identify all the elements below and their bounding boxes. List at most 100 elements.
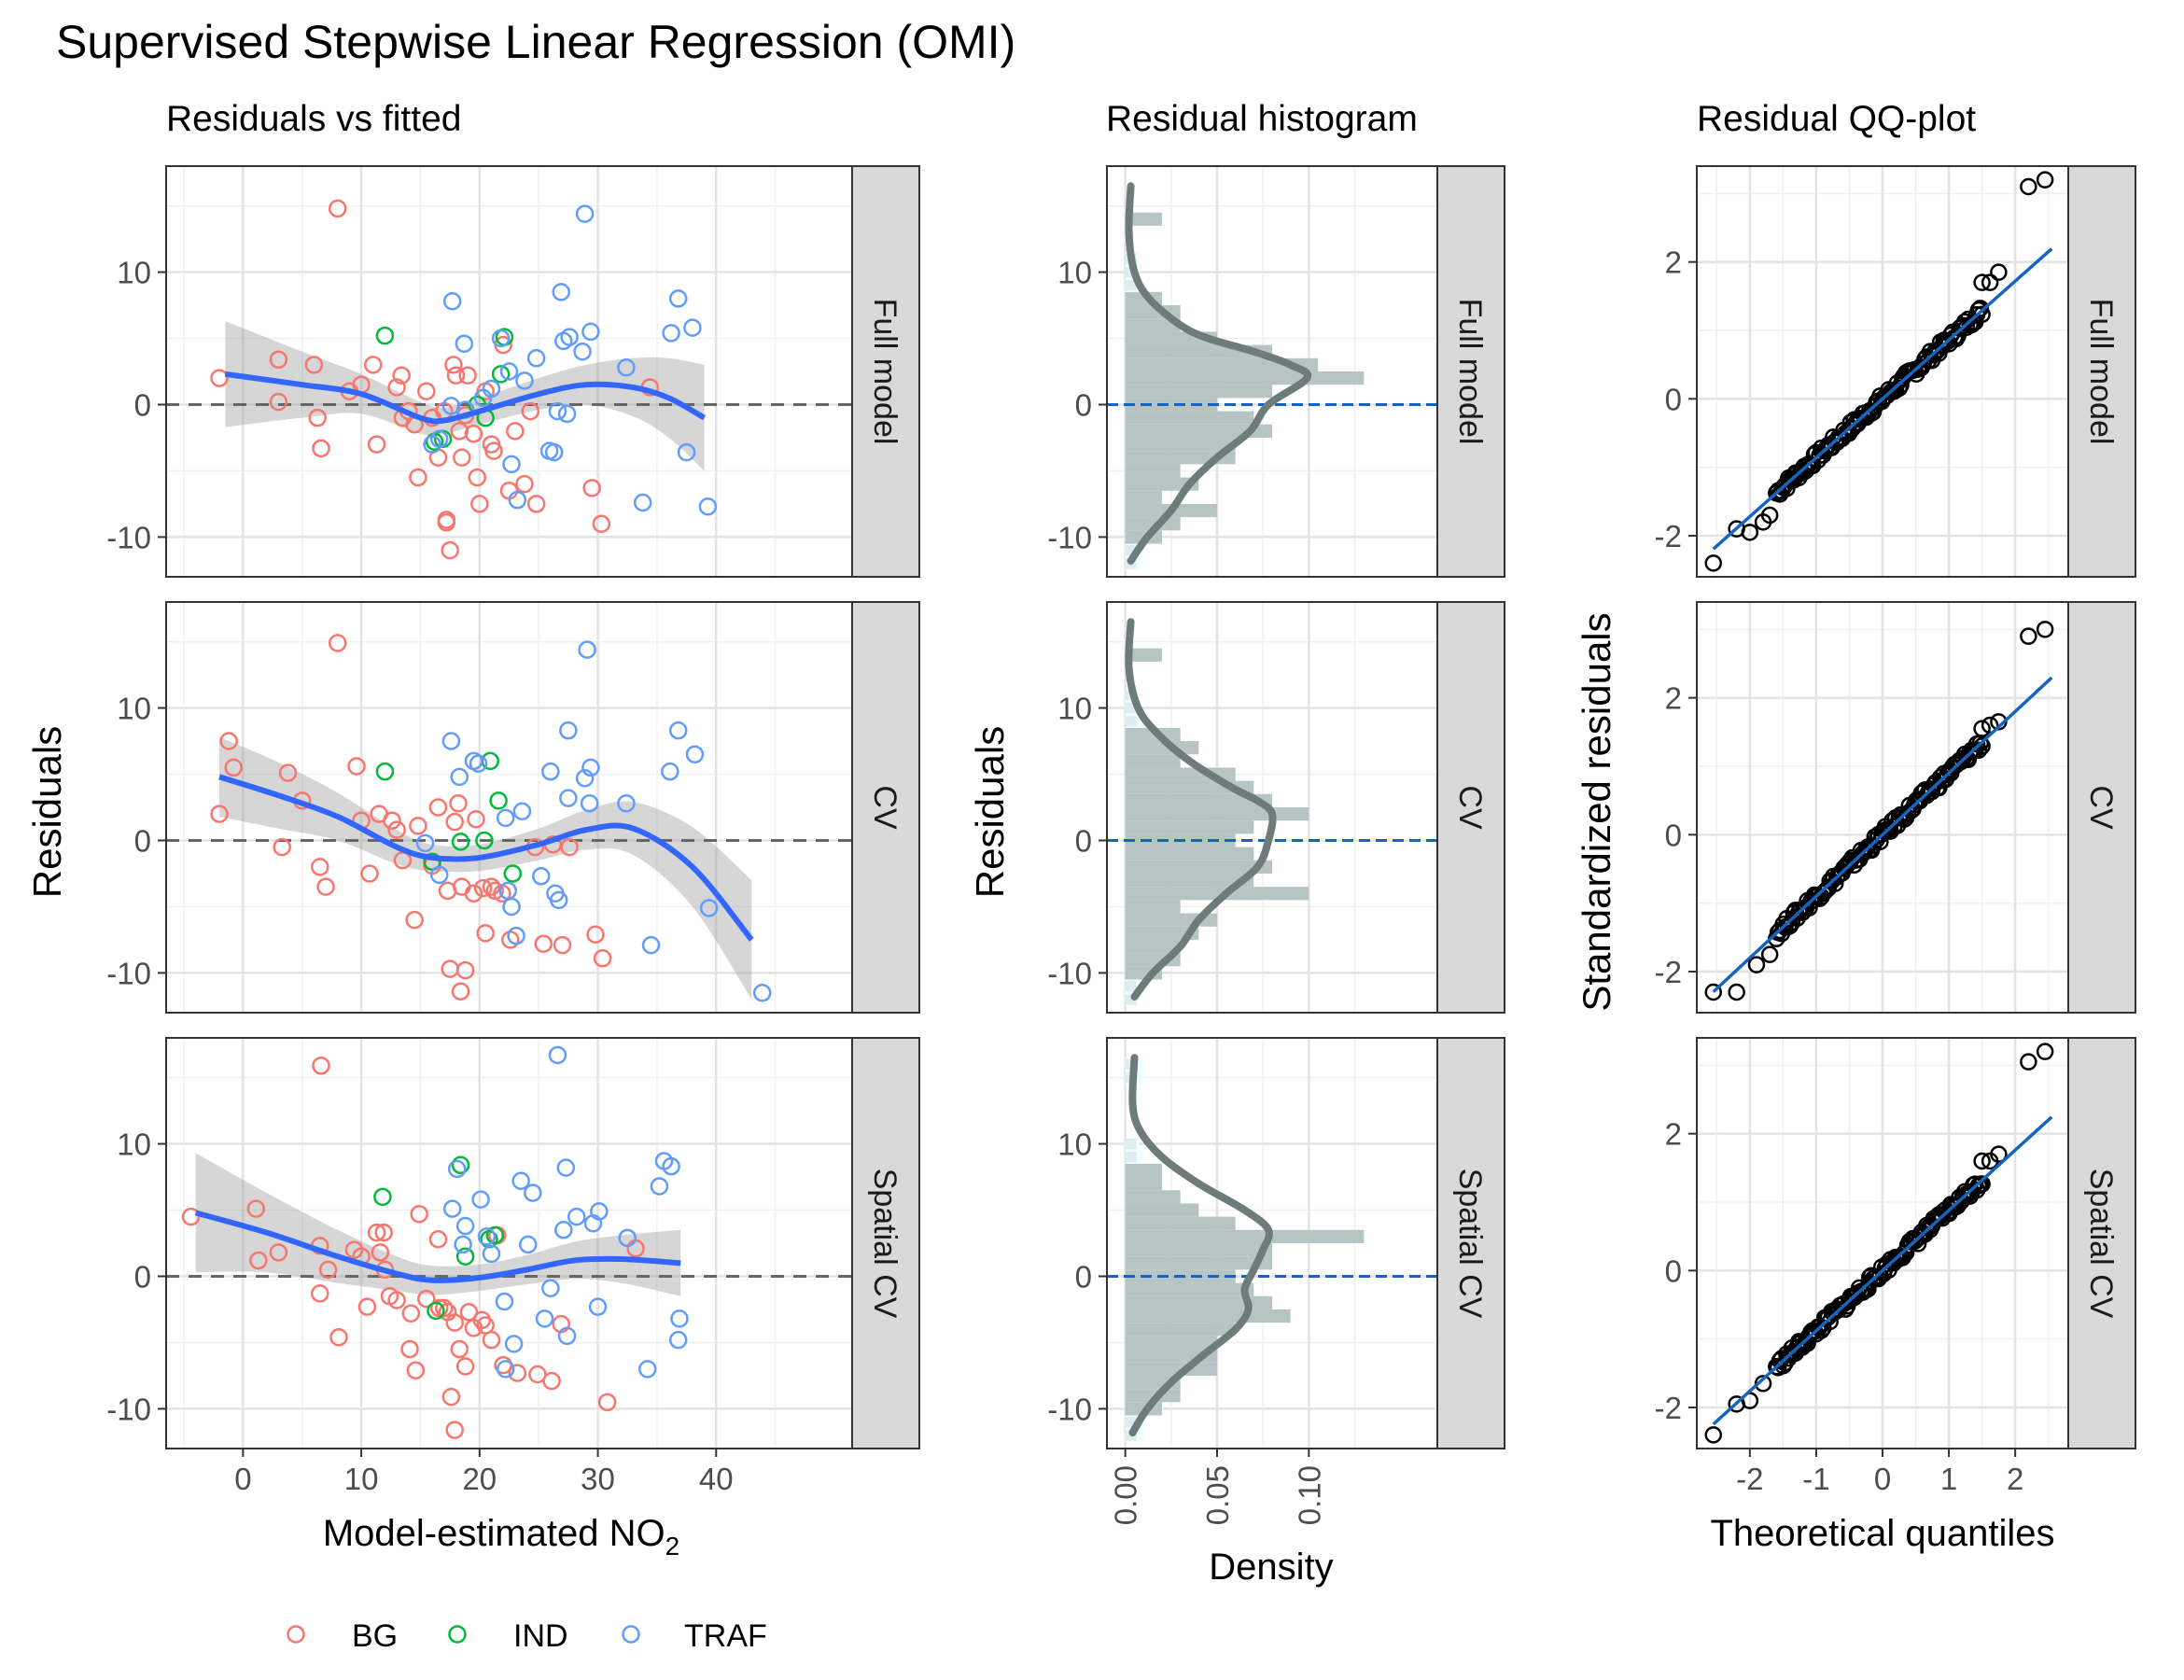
resid-point-bg — [458, 366, 477, 385]
resid-point-bg — [455, 960, 475, 980]
hist-bar — [1125, 820, 1254, 834]
resid-point-traf — [415, 833, 435, 853]
resid-point-bg — [459, 1303, 479, 1322]
resid-point-bg — [468, 468, 487, 487]
hist-bar-edge — [1125, 861, 1137, 873]
resid-x-tick-label: 30 — [581, 1462, 615, 1496]
resid-point-bg — [428, 1229, 448, 1249]
resid-point-bg — [453, 448, 471, 468]
hist-bar-edge — [1125, 1204, 1137, 1216]
hist-bar-edge — [1125, 1138, 1137, 1150]
resid-point-bg — [451, 982, 470, 1001]
resid-point-traf — [578, 640, 596, 659]
resid-point-bg — [367, 435, 386, 454]
resid-x-label: Model-estimated NO2 — [323, 1513, 679, 1561]
hist-bar — [1125, 1177, 1162, 1191]
resid-point-bg — [387, 378, 406, 397]
hist-bar-edge — [1125, 768, 1137, 780]
hist-bar-edge — [1125, 280, 1137, 291]
resid-point-bg — [367, 1223, 386, 1242]
resid-point-traf — [698, 497, 718, 516]
resid-point-traf — [524, 1183, 542, 1202]
qq-point — [1981, 716, 1999, 735]
hist-bar-edge — [1125, 544, 1137, 556]
hist-bar — [1125, 939, 1181, 954]
hist-y-tick-label: -10 — [1047, 1392, 1092, 1426]
hist-bar — [1125, 357, 1319, 371]
resid-y-tick-label: 10 — [117, 256, 151, 290]
resid-point-ind — [375, 326, 395, 345]
resid-point-traf — [496, 1360, 515, 1379]
hist-panel-border — [1106, 601, 1438, 1014]
resid-point-traf — [677, 442, 696, 462]
resid-point-bg — [467, 810, 485, 829]
resid-point-traf — [581, 758, 600, 777]
hist-bar-edge — [1125, 346, 1137, 357]
resid-facet-label: CV — [867, 785, 903, 830]
resid-point-bg — [441, 540, 459, 560]
qq-panel-title: Residual QQ-plot — [1697, 99, 1976, 139]
qq-facet-2: 2 0 -2 -2 -1 0 1 2 Spatial CV — [1655, 1037, 2136, 1496]
qq-point — [1990, 263, 2008, 281]
resid-point-traf — [482, 379, 501, 399]
hist-bar-edge — [1125, 782, 1137, 793]
resid-point-bg — [387, 820, 406, 839]
resid-point-traf — [471, 1190, 490, 1209]
hist-bar-edge — [1125, 518, 1137, 529]
resid-plot-content — [166, 634, 852, 1002]
resid-x-label-sub: 2 — [665, 1532, 680, 1561]
resid-facet-strip — [851, 601, 920, 1014]
resid-panel-title: Residuals vs fitted — [166, 99, 461, 139]
resid-point-bg — [181, 1207, 201, 1226]
hist-bar — [1125, 1295, 1272, 1309]
hist-bar — [1125, 385, 1272, 399]
hist-bar — [1125, 900, 1181, 914]
resid-point-traf — [512, 802, 532, 821]
resid-point-bg — [329, 1328, 348, 1347]
resid-point-bg — [409, 468, 427, 487]
resid-point-traf — [650, 1177, 669, 1196]
qq-plot-content — [1704, 171, 2054, 572]
hist-y-tick-label: -10 — [1047, 520, 1092, 554]
resid-point-traf — [559, 789, 578, 807]
resid-point-traf — [495, 1292, 514, 1311]
qq-point — [1728, 983, 1745, 1001]
qq-point — [1973, 305, 1991, 324]
resid-point-traf — [499, 362, 519, 381]
resid-point-traf — [519, 1235, 538, 1254]
hist-bar-edge — [1125, 1165, 1137, 1176]
resid-point-traf — [573, 342, 592, 361]
resid-y-tick-label: 0 — [134, 387, 151, 422]
qq-y-label: Standardized residuals — [1575, 612, 1618, 1011]
qq-point — [1805, 1323, 1824, 1340]
hist-bar — [1125, 1323, 1236, 1337]
qq-reference-line — [1712, 247, 2053, 551]
resid-point-ind — [451, 1155, 470, 1175]
resid-point-bg — [428, 798, 448, 817]
hist-y-tick-label: 10 — [1057, 256, 1092, 290]
resid-point-traf — [477, 1227, 497, 1246]
qq-x-tick-label: 2 — [2007, 1462, 2023, 1496]
legend: BG IND TRAF — [287, 1618, 767, 1654]
hist-bar-edge — [1125, 1231, 1137, 1242]
resid-point-traf — [450, 767, 469, 787]
qq-facet-strip — [2067, 601, 2136, 1014]
resid-point-bg — [210, 805, 229, 823]
hist-bar-edge — [1125, 914, 1137, 926]
hist-y-label: Residuals — [968, 726, 1012, 898]
resid-plot-bg — [166, 602, 852, 1013]
resid-point-traf — [685, 745, 705, 763]
resid-point-traf — [661, 762, 679, 781]
hist-bar — [1125, 1163, 1162, 1178]
qq-panel-border — [1696, 165, 2069, 578]
resid-point-traf — [559, 721, 578, 740]
resid-point-traf — [502, 455, 521, 474]
resid-point-bg — [470, 495, 489, 513]
resid-point-ind — [375, 762, 395, 781]
resid-point-bg — [269, 392, 288, 412]
resid-y-tick-label: -10 — [106, 956, 151, 990]
legend-key-ind — [448, 1625, 467, 1644]
resid-y-tick-label: 0 — [134, 823, 151, 858]
hist-bar — [1125, 477, 1199, 491]
hist-plot-content — [1107, 1054, 1437, 1442]
